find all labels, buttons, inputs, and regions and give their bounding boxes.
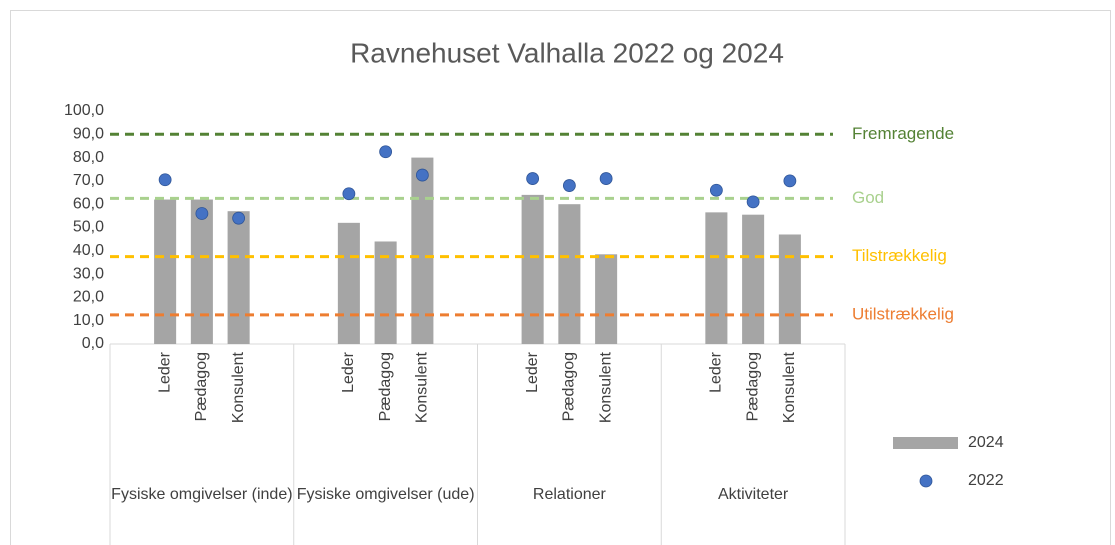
bar bbox=[742, 214, 765, 344]
x-tick-label: Leder bbox=[708, 351, 725, 393]
legend-label: 2024 bbox=[968, 434, 1004, 451]
reference-label: Tilstrækkelig bbox=[852, 246, 947, 265]
bar bbox=[374, 241, 397, 344]
group-label: Aktiviteter bbox=[718, 486, 789, 503]
x-tick-label: Pædagog bbox=[561, 352, 578, 421]
x-tick-label: Konsulent bbox=[781, 351, 798, 423]
point bbox=[709, 183, 723, 197]
bar bbox=[521, 194, 544, 344]
bar bbox=[595, 254, 618, 344]
bar bbox=[154, 199, 177, 344]
point bbox=[415, 168, 429, 182]
point bbox=[526, 172, 540, 185]
legend-swatch bbox=[893, 437, 958, 449]
reference-label: Utilstrækkelig bbox=[852, 304, 954, 323]
y-tick-label: 0,0 bbox=[82, 335, 104, 352]
group-label: Fysiske omgivelser (ude) bbox=[296, 486, 475, 503]
point bbox=[783, 174, 797, 188]
x-tick-label: Pædagog bbox=[193, 352, 210, 421]
legend-label: 2022 bbox=[968, 472, 1004, 489]
x-tick-label: Leder bbox=[156, 351, 173, 393]
bar bbox=[227, 211, 250, 344]
point bbox=[158, 173, 172, 187]
bar bbox=[705, 212, 728, 344]
y-tick-label: 90,0 bbox=[73, 126, 104, 143]
x-tick-label: Pædagog bbox=[744, 352, 761, 421]
y-tick-label: 80,0 bbox=[73, 149, 104, 166]
point bbox=[232, 211, 246, 225]
x-tick-label: Konsulent bbox=[597, 351, 614, 423]
x-tick-label: Konsulent bbox=[230, 351, 247, 423]
x-tick-label: Leder bbox=[524, 351, 541, 393]
y-tick-label: 20,0 bbox=[73, 289, 104, 306]
y-tick-label: 40,0 bbox=[73, 242, 104, 259]
bar bbox=[411, 157, 434, 344]
group-label: Fysiske omgivelser (inde) bbox=[111, 486, 293, 503]
x-tick-label: Leder bbox=[340, 351, 357, 393]
legend-swatch bbox=[919, 474, 933, 488]
reference-label: Fremragende bbox=[852, 124, 954, 143]
bar bbox=[778, 234, 801, 344]
point bbox=[342, 187, 356, 201]
point bbox=[379, 145, 393, 159]
y-tick-label: 30,0 bbox=[73, 265, 104, 282]
bar bbox=[558, 204, 581, 344]
y-tick-label: 50,0 bbox=[73, 219, 104, 236]
group-label: Relationer bbox=[532, 486, 606, 503]
x-tick-label: Pædagog bbox=[377, 352, 394, 421]
x-tick-label: Konsulent bbox=[414, 351, 431, 423]
reference-label: God bbox=[852, 188, 884, 207]
bar bbox=[190, 199, 213, 344]
y-tick-label: 60,0 bbox=[73, 195, 104, 212]
y-tick-label: 70,0 bbox=[73, 172, 104, 189]
bar bbox=[337, 222, 360, 344]
y-tick-label: 100,0 bbox=[64, 102, 104, 119]
y-tick-label: 10,0 bbox=[73, 312, 104, 329]
point bbox=[562, 179, 576, 192]
point bbox=[746, 195, 760, 209]
point bbox=[195, 207, 209, 220]
chart-title: Ravnehuset Valhalla 2022 og 2024 bbox=[350, 37, 784, 68]
point bbox=[599, 172, 613, 185]
